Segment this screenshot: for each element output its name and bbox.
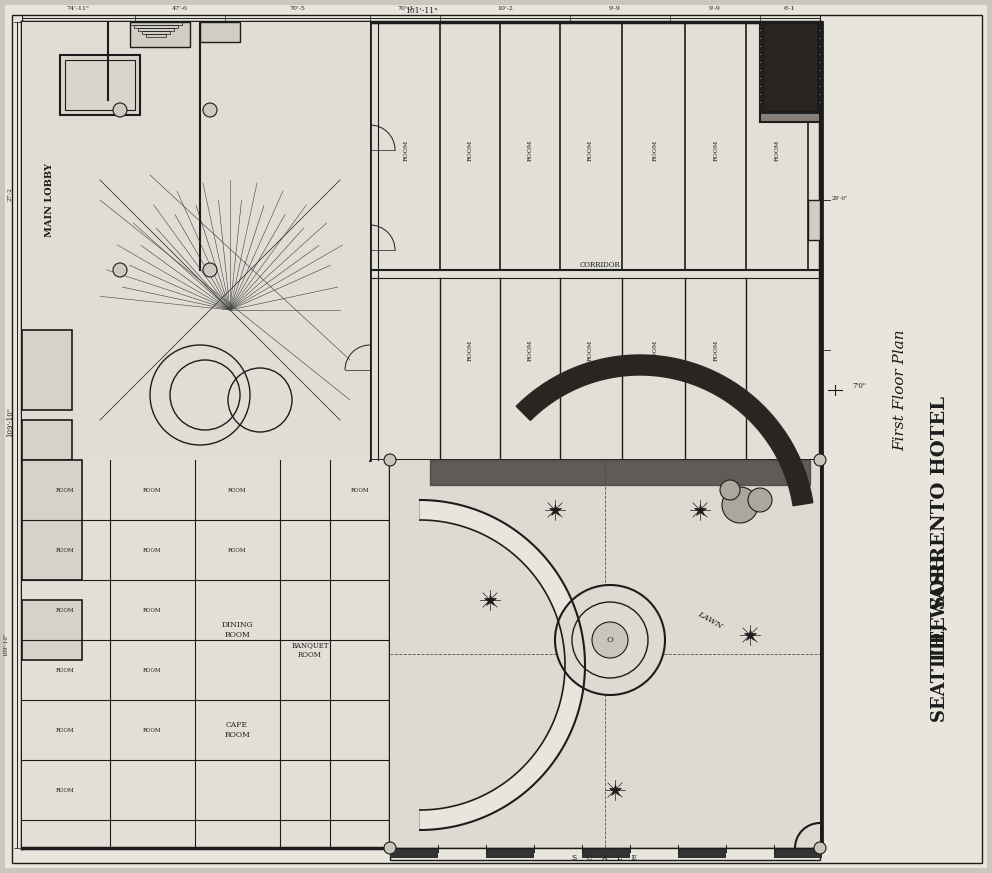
Bar	[22, 460, 82, 580]
Bar	[60, 55, 140, 115]
Text: ROOM: ROOM	[528, 140, 533, 161]
Bar	[200, 22, 240, 42]
Circle shape	[722, 487, 758, 523]
Circle shape	[203, 103, 217, 117]
Bar	[774, 848, 822, 858]
Bar	[22, 22, 822, 460]
Text: LAWN: LAWN	[696, 609, 724, 630]
Circle shape	[113, 103, 127, 117]
Bar	[630, 848, 678, 858]
Text: ROOM: ROOM	[56, 727, 74, 732]
Bar	[138, 28, 174, 31]
Bar	[22, 600, 82, 660]
Text: ROOM: ROOM	[143, 487, 162, 492]
Text: 109'-10": 109'-10"	[6, 407, 14, 437]
Text: ROOM: ROOM	[404, 140, 409, 161]
Bar	[146, 34, 166, 37]
Circle shape	[384, 842, 396, 854]
Circle shape	[592, 622, 628, 658]
Text: 10'-2: 10'-2	[497, 6, 513, 11]
Circle shape	[814, 842, 826, 854]
Text: ROOM: ROOM	[467, 140, 472, 161]
Text: ROOM: ROOM	[228, 487, 246, 492]
Text: BANQUET
ROOM: BANQUET ROOM	[292, 642, 328, 658]
Circle shape	[384, 454, 396, 466]
Bar	[760, 22, 820, 122]
Text: ROOM: ROOM	[56, 608, 74, 613]
Text: 74'-11": 74'-11"	[66, 6, 89, 11]
Text: ROOM: ROOM	[528, 340, 533, 361]
Text: 109'-10": 109'-10"	[4, 633, 9, 656]
Bar	[438, 848, 486, 858]
Text: ROOM: ROOM	[653, 340, 658, 361]
Bar	[390, 848, 820, 860]
Bar	[130, 22, 182, 25]
Text: ROOM: ROOM	[56, 547, 74, 553]
Polygon shape	[420, 500, 585, 830]
Text: ROOM: ROOM	[587, 340, 592, 361]
Bar	[534, 848, 582, 858]
Text: ROOM: ROOM	[228, 547, 246, 553]
Bar	[130, 22, 190, 47]
Circle shape	[113, 263, 127, 277]
Text: 9'-9: 9'-9	[609, 6, 621, 11]
Bar	[582, 848, 630, 858]
Text: ROOM: ROOM	[56, 787, 74, 793]
Text: ROOM: ROOM	[56, 668, 74, 672]
Text: 27'-2: 27'-2	[8, 187, 13, 201]
Text: THE SORRENTO HOTEL: THE SORRENTO HOTEL	[931, 396, 949, 664]
Text: CORRIDOR: CORRIDOR	[579, 261, 620, 269]
Text: CAFE
ROOM: CAFE ROOM	[224, 721, 250, 739]
Text: ROOM: ROOM	[713, 140, 718, 161]
Bar	[390, 460, 820, 848]
Text: 9'-9: 9'-9	[709, 6, 721, 11]
Bar	[762, 22, 818, 112]
Bar	[390, 460, 820, 848]
Bar	[486, 848, 534, 858]
Text: S    C    A    L    E: S C A L E	[572, 854, 638, 862]
Text: O: O	[606, 636, 613, 644]
Polygon shape	[516, 355, 812, 505]
Text: First Floor Plan: First Floor Plan	[893, 329, 907, 450]
Text: ROOM: ROOM	[713, 340, 718, 361]
Text: 70'-5: 70'-5	[289, 6, 305, 11]
Polygon shape	[430, 460, 810, 485]
Bar	[65, 60, 135, 110]
Text: ROOM: ROOM	[467, 340, 472, 361]
Text: 101'-11": 101'-11"	[405, 7, 437, 15]
Text: ROOM: ROOM	[587, 140, 592, 161]
Circle shape	[203, 263, 217, 277]
Bar	[22, 420, 72, 460]
Bar	[22, 460, 392, 848]
Text: 70'-3: 70'-3	[397, 6, 413, 11]
Text: 47'-6: 47'-6	[172, 6, 187, 11]
Text: ROOM: ROOM	[56, 487, 74, 492]
Bar	[22, 22, 370, 460]
Text: ROOM: ROOM	[775, 140, 780, 161]
Bar	[390, 848, 438, 858]
Bar	[726, 848, 774, 858]
Bar	[678, 848, 726, 858]
Circle shape	[748, 488, 772, 512]
Bar	[808, 200, 820, 240]
Bar	[22, 330, 72, 410]
Text: SEATTLE, WASH.: SEATTLE, WASH.	[931, 548, 949, 722]
Text: ROOM: ROOM	[143, 547, 162, 553]
Text: ROOM: ROOM	[653, 140, 658, 161]
Text: ROOM: ROOM	[143, 668, 162, 672]
Text: 6'-1: 6'-1	[784, 6, 796, 11]
Text: ROOM: ROOM	[143, 727, 162, 732]
Text: ROOM: ROOM	[143, 608, 162, 613]
Text: ROOM: ROOM	[351, 487, 369, 492]
Text: MAIN LOBBY: MAIN LOBBY	[46, 163, 55, 237]
Text: 7'0": 7'0"	[852, 382, 866, 390]
Bar	[22, 22, 822, 848]
Text: DINING
ROOM: DINING ROOM	[221, 622, 253, 639]
Text: 29'-0": 29'-0"	[832, 196, 848, 201]
Bar	[134, 25, 178, 28]
Circle shape	[720, 480, 740, 500]
Bar	[142, 31, 170, 34]
Circle shape	[555, 585, 665, 695]
Circle shape	[814, 454, 826, 466]
